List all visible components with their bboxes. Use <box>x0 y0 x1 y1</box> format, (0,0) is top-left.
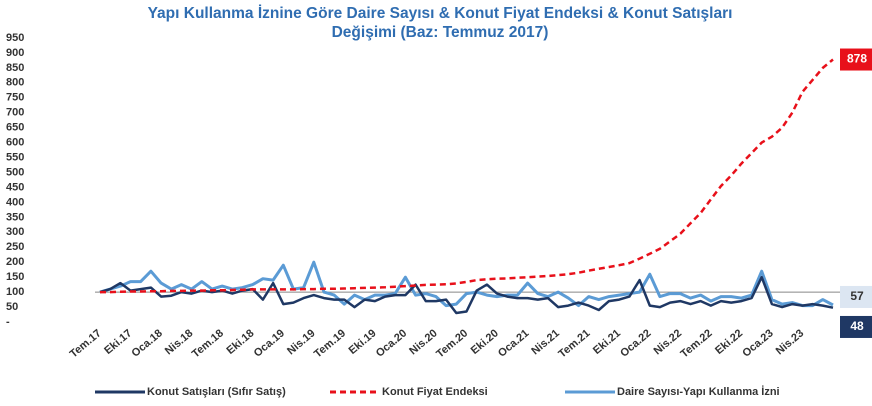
y-tick-label: 650 <box>6 122 24 134</box>
y-tick-label: 350 <box>6 211 24 223</box>
y-tick-label: 500 <box>6 166 24 178</box>
x-tick-label: Oca.23 <box>740 327 775 359</box>
x-tick-label: Oca.21 <box>496 327 531 359</box>
y-tick-label: - <box>6 316 10 328</box>
legend-label: Daire Sayısı-Yapı Kullanma İzni <box>617 385 780 398</box>
x-tick-label: Eki.18 <box>224 327 256 357</box>
x-tick-label: Eki.22 <box>713 327 745 357</box>
legend-label: Konut Fiyat Endeksi <box>382 386 488 398</box>
y-tick-label: 800 <box>6 77 24 89</box>
y-tick-label: 100 <box>6 286 24 298</box>
x-tick-label: Eki.17 <box>102 327 134 357</box>
y-tick-label: 400 <box>6 196 24 208</box>
x-tick-label: Oca.18 <box>130 327 165 359</box>
end-label: 48 <box>850 319 864 333</box>
y-tick-label: 450 <box>6 181 24 193</box>
x-tick-label: Tem.18 <box>190 327 226 360</box>
series-line <box>100 58 834 294</box>
end-label: 57 <box>850 289 864 303</box>
y-tick-label: 200 <box>6 256 24 268</box>
y-tick-label: 250 <box>6 241 24 253</box>
y-tick-label: 750 <box>6 92 24 104</box>
y-tick-label: 900 <box>6 47 24 59</box>
y-tick-label: 50 <box>6 301 18 313</box>
y-tick-label: 150 <box>6 271 24 283</box>
end-label-box <box>840 48 872 71</box>
x-tick-label: Oca.22 <box>618 327 653 359</box>
x-tick-label: Eki.21 <box>591 327 623 357</box>
x-tick-label: Oca.19 <box>252 327 287 359</box>
x-tick-label: Tem.20 <box>434 327 470 360</box>
y-tick-label: 550 <box>6 151 24 163</box>
x-tick-label: Oca.20 <box>374 327 409 359</box>
series-line <box>99 260 834 308</box>
y-tick-label: 850 <box>6 62 24 74</box>
chart-title: Yapı Kullanma İznine Göre Daire Sayısı &… <box>147 5 733 41</box>
y-tick-label: 600 <box>6 137 24 149</box>
end-label-box <box>840 315 872 338</box>
x-tick-label: Tem.21 <box>556 327 592 360</box>
x-tick-label: Nis.23 <box>774 327 807 357</box>
x-tick-label: Eki.19 <box>347 327 379 357</box>
end-label-box <box>840 285 872 308</box>
x-tick-label: Tem.22 <box>679 327 715 360</box>
x-tick-label: Tem.19 <box>312 327 348 360</box>
end-label: 878 <box>847 52 867 66</box>
x-tick-label: Tem.17 <box>68 327 104 360</box>
legend-label: Konut Satışları (Sıfır Satış) <box>147 386 286 398</box>
x-tick-label: Eki.20 <box>469 327 501 357</box>
y-tick-label: 950 <box>6 32 24 44</box>
y-tick-label: 300 <box>6 226 24 238</box>
y-tick-label: 700 <box>6 107 24 119</box>
